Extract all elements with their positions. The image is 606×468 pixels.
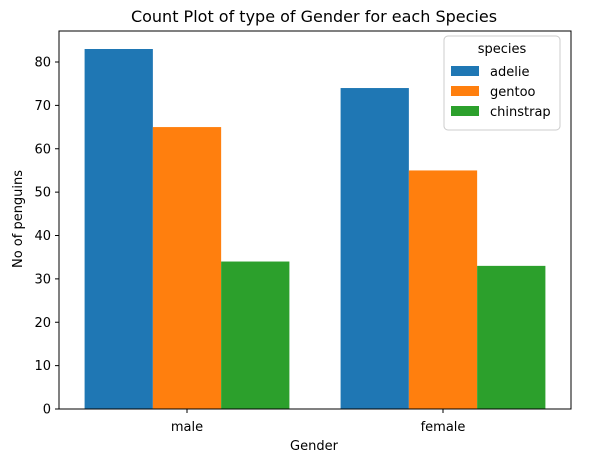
- bar-gentoo-female: [408, 170, 478, 409]
- plot-frame: [58, 30, 572, 410]
- y-tick-label: 60: [34, 142, 51, 157]
- y-tick-label: 40: [34, 229, 51, 244]
- x-axis-label: Gender: [290, 439, 339, 454]
- legend-swatch-adelie: [451, 66, 479, 76]
- bars-layer: [84, 49, 546, 409]
- bar-adelie-male: [84, 49, 153, 409]
- bar-gentoo-male: [152, 127, 222, 409]
- y-tick-label: 20: [34, 316, 51, 331]
- y-tick-label: 80: [34, 56, 51, 71]
- y-tick-label: 70: [34, 99, 51, 114]
- chart-title: Count Plot of type of Gender for each Sp…: [131, 7, 497, 26]
- y-axis-label: No of penguins: [11, 170, 26, 268]
- bar-chinstrap-female: [477, 265, 546, 409]
- axes-layer: 0 10 20 30 40 50 60 70 80 male female: [34, 30, 572, 435]
- legend-label-chinstrap: chinstrap: [490, 105, 551, 120]
- legend-swatch-chinstrap: [451, 106, 479, 116]
- legend-label-adelie: adelie: [490, 65, 529, 80]
- x-tick-label: female: [421, 420, 466, 435]
- bar-chinstrap-male: [221, 261, 290, 409]
- legend-title: species: [478, 42, 527, 57]
- x-tick-label: male: [171, 420, 203, 435]
- y-tick-label: 30: [34, 272, 51, 287]
- legend-label-gentoo: gentoo: [490, 85, 536, 100]
- y-tick-label: 50: [34, 186, 51, 201]
- legend-items: adelie gentoo chinstrap: [451, 65, 551, 120]
- bar-adelie-female: [340, 88, 409, 409]
- legend: species adelie gentoo chinstrap: [443, 35, 561, 131]
- legend-swatch-gentoo: [451, 86, 479, 96]
- y-tick-label: 10: [34, 359, 51, 374]
- y-tick-label: 0: [43, 403, 51, 418]
